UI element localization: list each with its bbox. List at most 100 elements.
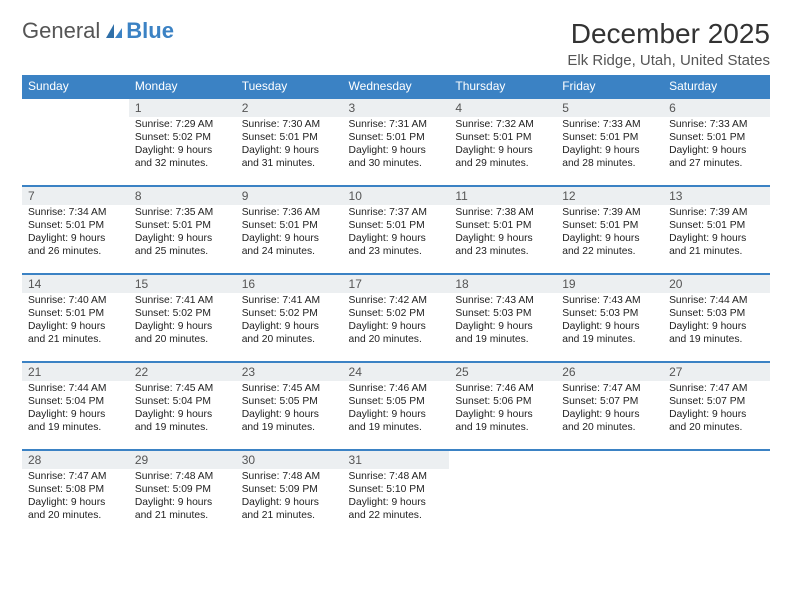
day-number: 11 <box>449 187 556 205</box>
sunset-text: Sunset: 5:02 PM <box>349 308 444 321</box>
calendar-day-cell: 12Sunrise: 7:39 AMSunset: 5:01 PMDayligh… <box>556 186 663 274</box>
sunset-text: Sunset: 5:02 PM <box>135 132 230 145</box>
sunset-text: Sunset: 5:03 PM <box>562 308 657 321</box>
sunrise-text: Sunrise: 7:34 AM <box>28 207 123 220</box>
daylight-text: Daylight: 9 hours and 19 minutes. <box>455 409 550 435</box>
day-number: 10 <box>343 187 450 205</box>
calendar-day-cell: 23Sunrise: 7:45 AMSunset: 5:05 PMDayligh… <box>236 362 343 450</box>
day-body: Sunrise: 7:37 AMSunset: 5:01 PMDaylight:… <box>343 205 450 262</box>
calendar-day-cell: 26Sunrise: 7:47 AMSunset: 5:07 PMDayligh… <box>556 362 663 450</box>
daylight-text: Daylight: 9 hours and 19 minutes. <box>455 321 550 347</box>
sunset-text: Sunset: 5:03 PM <box>669 308 764 321</box>
calendar-day-cell: 19Sunrise: 7:43 AMSunset: 5:03 PMDayligh… <box>556 274 663 362</box>
day-body: Sunrise: 7:47 AMSunset: 5:07 PMDaylight:… <box>556 381 663 438</box>
day-number: 30 <box>236 451 343 469</box>
daylight-text: Daylight: 9 hours and 20 minutes. <box>242 321 337 347</box>
sunrise-text: Sunrise: 7:30 AM <box>242 119 337 132</box>
calendar-day-cell <box>663 450 770 538</box>
day-body: Sunrise: 7:46 AMSunset: 5:06 PMDaylight:… <box>449 381 556 438</box>
daylight-text: Daylight: 9 hours and 19 minutes. <box>135 409 230 435</box>
day-body: Sunrise: 7:39 AMSunset: 5:01 PMDaylight:… <box>663 205 770 262</box>
sunset-text: Sunset: 5:01 PM <box>669 220 764 233</box>
sunrise-text: Sunrise: 7:33 AM <box>669 119 764 132</box>
calendar-day-cell: 31Sunrise: 7:48 AMSunset: 5:10 PMDayligh… <box>343 450 450 538</box>
day-number: 27 <box>663 363 770 381</box>
title-block: December 2025 Elk Ridge, Utah, United St… <box>567 18 770 69</box>
sunrise-text: Sunrise: 7:38 AM <box>455 207 550 220</box>
sunset-text: Sunset: 5:05 PM <box>349 396 444 409</box>
sunrise-text: Sunrise: 7:46 AM <box>455 383 550 396</box>
sunrise-text: Sunrise: 7:43 AM <box>455 295 550 308</box>
sunrise-text: Sunrise: 7:41 AM <box>135 295 230 308</box>
day-number: 8 <box>129 187 236 205</box>
day-number: 28 <box>22 451 129 469</box>
calendar-day-cell: 20Sunrise: 7:44 AMSunset: 5:03 PMDayligh… <box>663 274 770 362</box>
sunrise-text: Sunrise: 7:47 AM <box>562 383 657 396</box>
sunset-text: Sunset: 5:01 PM <box>455 132 550 145</box>
day-body: Sunrise: 7:46 AMSunset: 5:05 PMDaylight:… <box>343 381 450 438</box>
daylight-text: Daylight: 9 hours and 21 minutes. <box>669 233 764 259</box>
weekday-header: Saturday <box>663 75 770 98</box>
calendar-day-cell: 13Sunrise: 7:39 AMSunset: 5:01 PMDayligh… <box>663 186 770 274</box>
daylight-text: Daylight: 9 hours and 21 minutes. <box>135 497 230 523</box>
day-body: Sunrise: 7:43 AMSunset: 5:03 PMDaylight:… <box>556 293 663 350</box>
day-number: 13 <box>663 187 770 205</box>
day-number <box>22 99 129 117</box>
day-number: 24 <box>343 363 450 381</box>
sunrise-text: Sunrise: 7:45 AM <box>242 383 337 396</box>
sunset-text: Sunset: 5:10 PM <box>349 484 444 497</box>
weekday-header: Friday <box>556 75 663 98</box>
daylight-text: Daylight: 9 hours and 22 minutes. <box>349 497 444 523</box>
sunset-text: Sunset: 5:01 PM <box>28 220 123 233</box>
day-number: 21 <box>22 363 129 381</box>
calendar-week-row: 7Sunrise: 7:34 AMSunset: 5:01 PMDaylight… <box>22 186 770 274</box>
calendar-week-row: 28Sunrise: 7:47 AMSunset: 5:08 PMDayligh… <box>22 450 770 538</box>
calendar-day-cell: 4Sunrise: 7:32 AMSunset: 5:01 PMDaylight… <box>449 98 556 186</box>
day-body: Sunrise: 7:29 AMSunset: 5:02 PMDaylight:… <box>129 117 236 174</box>
sunset-text: Sunset: 5:02 PM <box>242 308 337 321</box>
calendar-day-cell: 10Sunrise: 7:37 AMSunset: 5:01 PMDayligh… <box>343 186 450 274</box>
sunrise-text: Sunrise: 7:39 AM <box>562 207 657 220</box>
daylight-text: Daylight: 9 hours and 28 minutes. <box>562 145 657 171</box>
day-number: 9 <box>236 187 343 205</box>
day-number: 22 <box>129 363 236 381</box>
sunrise-text: Sunrise: 7:45 AM <box>135 383 230 396</box>
day-body: Sunrise: 7:48 AMSunset: 5:09 PMDaylight:… <box>236 469 343 526</box>
day-body: Sunrise: 7:40 AMSunset: 5:01 PMDaylight:… <box>22 293 129 350</box>
weekday-header: Monday <box>129 75 236 98</box>
weekday-header: Wednesday <box>343 75 450 98</box>
day-body: Sunrise: 7:48 AMSunset: 5:10 PMDaylight:… <box>343 469 450 526</box>
sunrise-text: Sunrise: 7:44 AM <box>28 383 123 396</box>
sunset-text: Sunset: 5:07 PM <box>562 396 657 409</box>
day-body: Sunrise: 7:45 AMSunset: 5:04 PMDaylight:… <box>129 381 236 438</box>
calendar-week-row: 21Sunrise: 7:44 AMSunset: 5:04 PMDayligh… <box>22 362 770 450</box>
brand-part2: Blue <box>126 18 174 44</box>
day-body: Sunrise: 7:44 AMSunset: 5:03 PMDaylight:… <box>663 293 770 350</box>
day-number: 4 <box>449 99 556 117</box>
title-location: Elk Ridge, Utah, United States <box>567 52 770 69</box>
daylight-text: Daylight: 9 hours and 26 minutes. <box>28 233 123 259</box>
day-body: Sunrise: 7:43 AMSunset: 5:03 PMDaylight:… <box>449 293 556 350</box>
daylight-text: Daylight: 9 hours and 20 minutes. <box>562 409 657 435</box>
daylight-text: Daylight: 9 hours and 19 minutes. <box>669 321 764 347</box>
daylight-text: Daylight: 9 hours and 19 minutes. <box>349 409 444 435</box>
sunset-text: Sunset: 5:01 PM <box>242 220 337 233</box>
calendar-week-row: 1Sunrise: 7:29 AMSunset: 5:02 PMDaylight… <box>22 98 770 186</box>
day-number: 26 <box>556 363 663 381</box>
day-body: Sunrise: 7:33 AMSunset: 5:01 PMDaylight:… <box>556 117 663 174</box>
sunset-text: Sunset: 5:02 PM <box>135 308 230 321</box>
sunrise-text: Sunrise: 7:33 AM <box>562 119 657 132</box>
sunrise-text: Sunrise: 7:44 AM <box>669 295 764 308</box>
day-body: Sunrise: 7:35 AMSunset: 5:01 PMDaylight:… <box>129 205 236 262</box>
sunrise-text: Sunrise: 7:35 AM <box>135 207 230 220</box>
sunset-text: Sunset: 5:01 PM <box>455 220 550 233</box>
day-number: 7 <box>22 187 129 205</box>
sunset-text: Sunset: 5:01 PM <box>349 132 444 145</box>
calendar-day-cell <box>556 450 663 538</box>
daylight-text: Daylight: 9 hours and 24 minutes. <box>242 233 337 259</box>
sunrise-text: Sunrise: 7:32 AM <box>455 119 550 132</box>
sunrise-text: Sunrise: 7:39 AM <box>669 207 764 220</box>
daylight-text: Daylight: 9 hours and 30 minutes. <box>349 145 444 171</box>
day-number: 6 <box>663 99 770 117</box>
day-body: Sunrise: 7:31 AMSunset: 5:01 PMDaylight:… <box>343 117 450 174</box>
